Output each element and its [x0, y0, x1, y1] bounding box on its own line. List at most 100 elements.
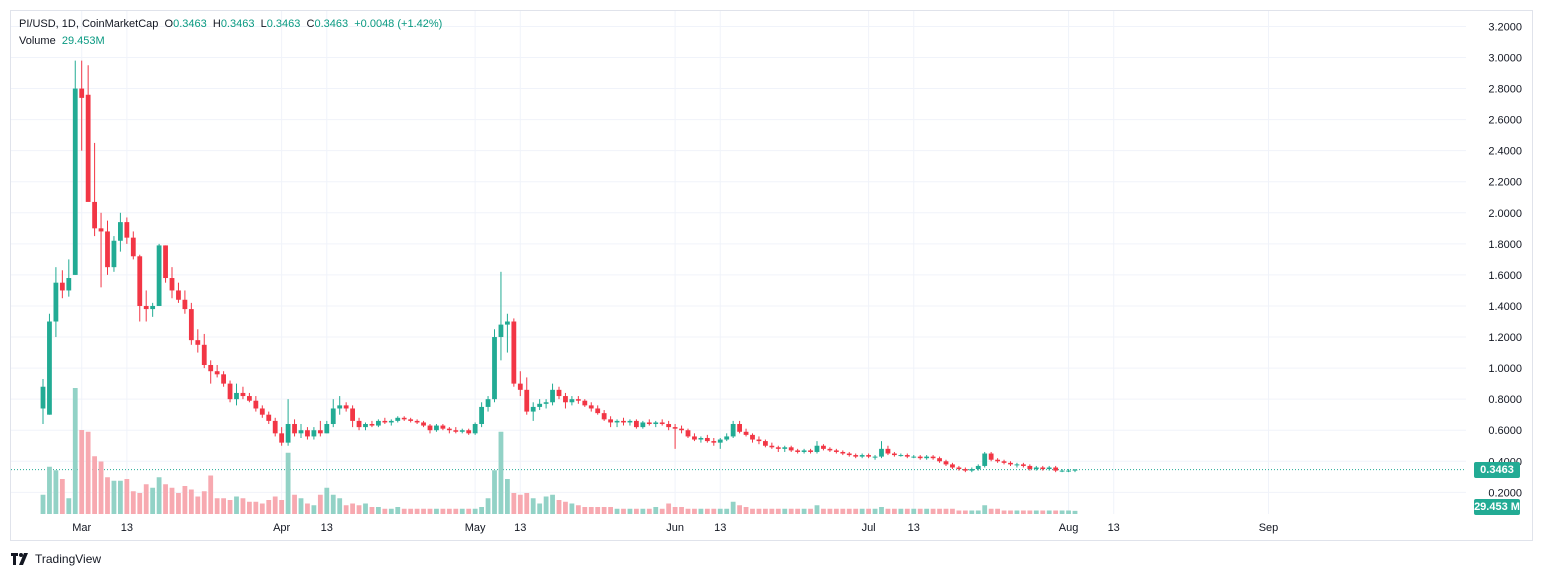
candles	[40, 60, 1078, 473]
candle-body	[479, 406, 484, 425]
grid	[11, 11, 1466, 514]
x-tick-label: Apr	[273, 522, 290, 534]
candle-body	[59, 282, 65, 291]
candle-body	[47, 321, 52, 415]
candle-body	[679, 428, 684, 431]
candle-body	[1040, 467, 1046, 470]
y-tick-label: 1.4000	[1488, 301, 1522, 313]
volume-bar	[1033, 510, 1039, 514]
candle-body	[582, 400, 588, 406]
y-tick-label: 1.8000	[1488, 239, 1522, 251]
volume-bar	[911, 508, 917, 514]
candle-body	[188, 309, 194, 341]
volume-bar	[704, 508, 710, 514]
candle-body	[1046, 467, 1052, 470]
candle-body	[272, 420, 278, 434]
candle-body	[440, 425, 446, 429]
candle-body	[930, 456, 936, 459]
candle-body	[698, 437, 704, 440]
candle-body	[950, 464, 955, 468]
volume-bar	[853, 508, 859, 514]
volume-bar	[53, 470, 59, 514]
volume-bar	[453, 508, 459, 514]
candle-body	[756, 439, 762, 442]
volume-bar	[962, 510, 968, 514]
volume-bar	[969, 510, 975, 514]
volume-bar	[234, 496, 239, 514]
open-label: O	[164, 18, 174, 30]
tradingview-brand[interactable]: TradingView	[11, 552, 101, 566]
candle-body	[66, 278, 72, 291]
candle-body	[388, 420, 394, 423]
volume-bar	[492, 470, 497, 514]
symbol-label[interactable]: PI/USD, 1D, CoinMarketCap	[19, 18, 159, 30]
candle-body	[124, 222, 130, 238]
candle-body	[956, 467, 962, 470]
x-tick-label: 13	[908, 522, 920, 534]
candle-body	[556, 389, 562, 397]
low-value: 0.3463	[266, 18, 301, 30]
volume-bar	[653, 507, 659, 514]
candle-body	[595, 408, 601, 414]
volume-bar	[846, 508, 852, 514]
candle-body	[846, 453, 852, 456]
candle-body	[79, 88, 85, 98]
volume-bar	[427, 508, 433, 514]
volume-bar	[627, 508, 633, 514]
candle-body	[724, 436, 730, 440]
volume-bar	[214, 498, 220, 514]
candle-body	[137, 256, 143, 306]
volume-bar	[92, 456, 97, 514]
candle-body	[904, 455, 910, 457]
close-label: C	[306, 18, 315, 30]
volume-bar	[582, 507, 588, 514]
x-tick-label: May	[465, 522, 486, 534]
volume-bar	[950, 508, 955, 514]
volume-bar	[317, 494, 323, 514]
volume-bar	[343, 505, 349, 514]
volume-bar	[150, 487, 156, 514]
volume-bar	[292, 494, 297, 514]
volume-bar	[685, 508, 691, 514]
high-label: H	[212, 18, 221, 30]
candle-body	[279, 433, 285, 443]
candle-body	[363, 424, 368, 428]
volume-label[interactable]: Volume	[19, 35, 56, 47]
volume-bar	[272, 496, 278, 514]
volume-bar	[305, 503, 310, 514]
volume-bar	[904, 508, 910, 514]
volume-bar	[808, 508, 813, 514]
candle-body	[72, 88, 78, 275]
volume-bar	[646, 508, 652, 514]
candle-body	[208, 364, 214, 372]
candle-body	[982, 453, 988, 466]
volume-bar	[892, 508, 897, 514]
candle-body	[911, 456, 917, 458]
candle-body	[466, 430, 472, 434]
volume-bar	[930, 508, 936, 514]
volume-bar	[634, 508, 639, 514]
x-tick-label: 13	[121, 522, 133, 534]
candle-body	[330, 408, 336, 425]
volume-bar	[1072, 510, 1078, 514]
volume-bar	[982, 505, 988, 514]
candle-body	[111, 240, 117, 268]
x-tick-label: Aug	[1059, 522, 1079, 534]
y-tick-label: 3.0000	[1488, 53, 1522, 65]
candle-body	[937, 458, 942, 462]
candle-body	[962, 469, 968, 471]
candle-body	[105, 231, 110, 268]
candle-body	[821, 445, 826, 449]
candle-body	[214, 371, 220, 375]
volume-bar	[466, 508, 472, 514]
candle-body	[659, 422, 665, 425]
candle-body	[975, 465, 981, 470]
candle-body	[833, 450, 839, 452]
volume-bar	[337, 498, 343, 514]
candle-body	[118, 222, 123, 241]
volume-bars	[40, 388, 1078, 514]
candle-body	[601, 413, 607, 420]
volume-bar	[182, 486, 188, 514]
candle-body	[872, 456, 878, 458]
